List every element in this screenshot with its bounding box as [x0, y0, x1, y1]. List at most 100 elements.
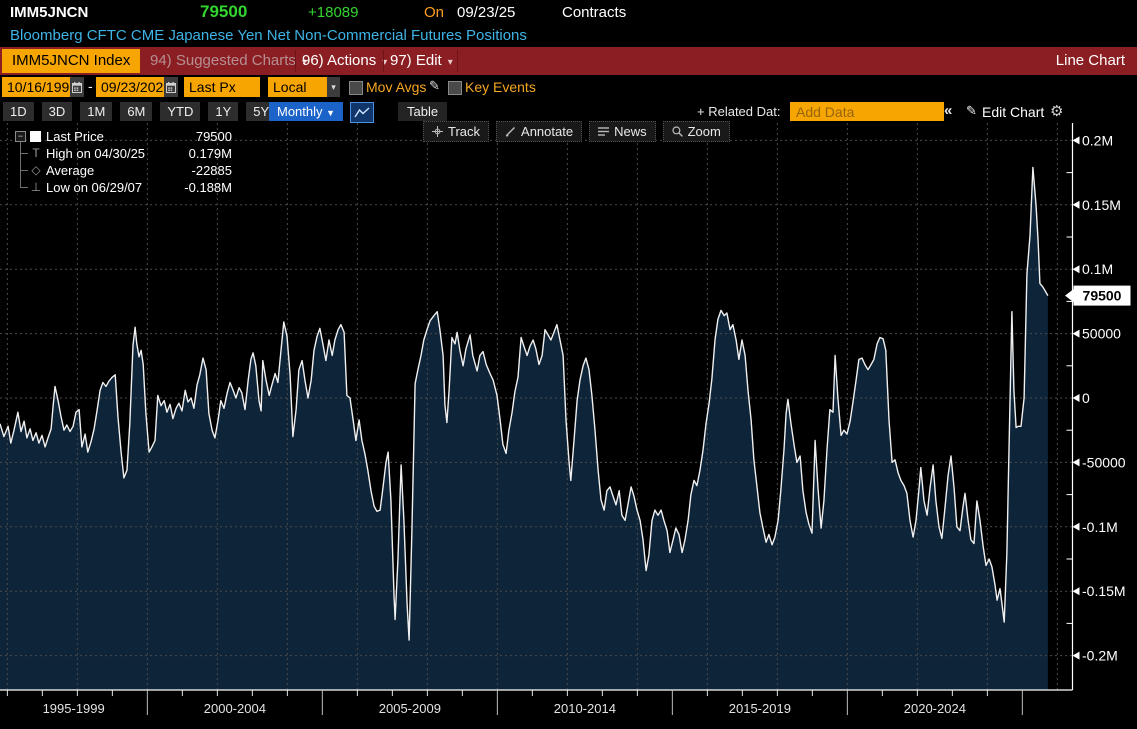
legend-row-last-price[interactable]: − Last Price 79500 — [6, 128, 234, 145]
legend-label: Low on 06/29/07 — [46, 180, 143, 195]
calendar-icon[interactable] — [70, 77, 84, 97]
security-description-row: Bloomberg CFTC CME Japanese Yen Net Non-… — [0, 24, 1137, 47]
annotate-button[interactable]: Annotate — [496, 121, 583, 142]
security-box[interactable]: IMM5JNCN Index — [2, 49, 141, 73]
security-description: Bloomberg CFTC CME Japanese Yen Net Non-… — [10, 27, 527, 44]
legend-label: Last Price — [46, 129, 104, 144]
period-tabs: 1D 3D 1M 6M YTD 1Y 5Y Max — [3, 102, 323, 121]
legend-row-low[interactable]: ⊥ Low on 06/29/07 -0.188M — [6, 179, 234, 196]
chart-legend: − Last Price 79500 T High on 04/30/25 0.… — [6, 128, 234, 198]
legend-tree-line — [20, 142, 21, 188]
svg-text:-0.1M: -0.1M — [1082, 519, 1118, 535]
svg-text:0.1M: 0.1M — [1082, 261, 1113, 277]
divider — [383, 50, 384, 72]
tab-6m[interactable]: 6M — [120, 102, 153, 121]
news-icon — [598, 127, 610, 136]
tree-collapse-icon[interactable]: − — [15, 131, 26, 142]
tab-1m[interactable]: 1M — [80, 102, 113, 121]
svg-text:79500: 79500 — [1083, 288, 1122, 304]
currency-field[interactable]: Local CCY — [268, 77, 330, 115]
price-chart[interactable]: 0.2M 0.15M 0.1M 50000 0 -50000 -0.1M -0.15M -0.2… — [0, 123, 1137, 729]
line-chart-icon — [354, 107, 370, 118]
edit-menu[interactable]: 97) Edit ▾ — [390, 52, 453, 69]
unit-label: Contracts — [562, 4, 627, 21]
key-events-label[interactable]: Key Events — [465, 79, 536, 95]
chevron-down-icon: ▾ — [447, 57, 453, 68]
legend-tree-line — [21, 170, 28, 171]
low-marker-icon: ⊥ — [30, 180, 42, 194]
tab-1y[interactable]: 1Y — [208, 102, 239, 121]
frequency-dropdown[interactable]: Monthly ▼ — [269, 102, 344, 121]
chevron-down-icon: ▾ — [382, 57, 388, 68]
quote-date: 09/23/25 — [457, 4, 516, 21]
svg-text:-0.2M: -0.2M — [1082, 648, 1118, 664]
tab-3d[interactable]: 3D — [41, 102, 73, 121]
date-from-field[interactable]: 10/16/1995 — [2, 77, 77, 97]
average-marker-icon: ◇ — [31, 163, 41, 177]
svg-text:2005-2009: 2005-2009 — [379, 701, 441, 716]
svg-text:-0.15M: -0.15M — [1082, 583, 1126, 599]
key-events-checkbox[interactable] — [448, 81, 462, 95]
ticker-symbol: IMM5JNCN — [10, 4, 89, 21]
legend-row-average[interactable]: ◇ Average -22885 — [6, 162, 234, 179]
price-change: +18089 — [308, 4, 359, 21]
chart-toolbar: Track Annotate News Zoom — [423, 121, 730, 142]
series-swatch — [30, 131, 41, 142]
mov-avgs-checkbox[interactable] — [349, 81, 363, 95]
gear-icon[interactable]: ⚙ — [1050, 103, 1064, 120]
legend-value: 0.179M — [188, 146, 232, 161]
svg-text:-50000: -50000 — [1082, 454, 1126, 470]
legend-value: -22885 — [191, 163, 232, 178]
date-range-dash: - — [88, 78, 93, 94]
svg-text:2000-2004: 2000-2004 — [204, 701, 266, 716]
legend-row-high[interactable]: T High on 04/30/25 0.179M — [6, 145, 234, 162]
mov-avgs-label[interactable]: Mov Avgs — [366, 79, 427, 95]
legend-value: 79500 — [195, 129, 232, 144]
svg-text:0.15M: 0.15M — [1082, 197, 1121, 213]
svg-text:50000: 50000 — [1082, 326, 1121, 342]
suggested-charts-menu[interactable]: 94) Suggested Charts ▾ — [150, 52, 307, 69]
related-data-label: + Related Dat: — [697, 104, 781, 119]
svg-text:0.2M: 0.2M — [1082, 132, 1113, 148]
pencil-icon[interactable]: ✎ — [429, 78, 440, 93]
tab-ytd[interactable]: YTD — [160, 102, 201, 121]
chart-type-label: Line Chart — [1055, 52, 1125, 69]
edit-chart-button[interactable]: Edit Chart — [982, 104, 1045, 120]
legend-label: High on 04/30/25 — [46, 146, 146, 161]
field-row: 10/16/1995 - 09/23/2025 Last Px Local CC… — [0, 75, 1137, 115]
svg-text:2010-2014: 2010-2014 — [554, 701, 616, 716]
svg-text:0: 0 — [1082, 390, 1090, 406]
add-data-input[interactable] — [790, 102, 944, 121]
currency-dropdown-button[interactable]: ▾ — [327, 77, 340, 97]
news-button[interactable]: News — [589, 121, 656, 142]
chart-controls-row: 1D 3D 1M 6M YTD 1Y 5Y Max Monthly ▼ Tabl… — [0, 100, 1137, 123]
actions-menu[interactable]: 96) Actions ▾ — [302, 52, 388, 69]
tab-5y[interactable]: 5Y — [246, 102, 277, 121]
chevron-down-icon: ▾ — [301, 57, 307, 68]
svg-text:1995-1999: 1995-1999 — [43, 701, 105, 716]
calendar-icon[interactable] — [164, 77, 178, 97]
legend-tree-line — [21, 153, 28, 154]
line-chart-type-button[interactable] — [350, 102, 374, 123]
track-button[interactable]: Track — [423, 121, 490, 142]
price-type-field[interactable]: Last Px — [184, 77, 260, 97]
table-button[interactable]: Table — [398, 102, 448, 121]
high-marker-icon: T — [32, 146, 40, 160]
pencil-icon: ✎ — [966, 103, 977, 118]
legend-tree-line — [21, 187, 28, 188]
tab-1d[interactable]: 1D — [3, 102, 34, 121]
collapse-panel-button[interactable]: « — [944, 102, 953, 119]
svg-text:2015-2019: 2015-2019 — [729, 701, 791, 716]
legend-label: Average — [46, 163, 95, 178]
date-to-field[interactable]: 09/23/2025 — [96, 77, 171, 97]
divider — [295, 50, 296, 72]
magnifier-icon — [671, 126, 683, 137]
legend-value: -0.188M — [184, 180, 232, 195]
zoom-button[interactable]: Zoom — [662, 121, 730, 142]
command-bar: IMM5JNCN Index 94) Suggested Charts ▾ 96)… — [0, 47, 1137, 75]
last-price: 79500 — [200, 2, 248, 21]
divider — [457, 50, 458, 72]
annotate-pencil-icon — [505, 127, 516, 137]
dropdown-arrow-icon: ▼ — [326, 108, 336, 118]
